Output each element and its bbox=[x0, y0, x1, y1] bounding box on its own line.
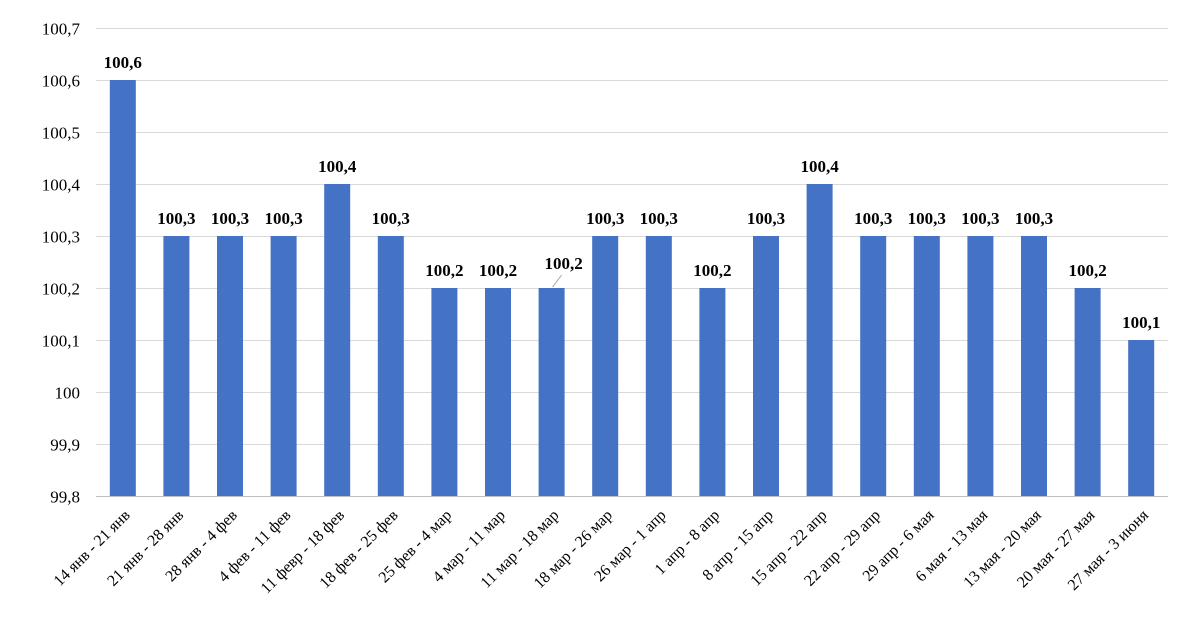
data-label: 100,3 bbox=[854, 209, 892, 228]
y-axis-tick-labels: 99,8 99,9 100 100,1 100,2 100,3 100,4 100,5 100,… bbox=[42, 20, 81, 507]
bar bbox=[217, 236, 243, 496]
bar bbox=[806, 184, 833, 496]
data-label: 100,2 bbox=[693, 261, 731, 280]
bar bbox=[1021, 236, 1047, 496]
data-label: 100,3 bbox=[961, 209, 999, 228]
bar bbox=[109, 80, 136, 496]
data-label: 100,2 bbox=[1068, 261, 1106, 280]
data-label: 100,6 bbox=[104, 53, 142, 72]
data-label-leader-line bbox=[552, 274, 562, 288]
data-label: 100,1 bbox=[1122, 313, 1160, 332]
data-label: 100,3 bbox=[908, 209, 946, 228]
data-label: 100,3 bbox=[264, 209, 302, 228]
data-label: 100,2 bbox=[544, 254, 582, 273]
y-tick-label: 100,2 bbox=[42, 280, 80, 299]
y-tick-label: 100,1 bbox=[42, 332, 80, 351]
data-label: 100,3 bbox=[1015, 209, 1053, 228]
y-tick-label: 99,8 bbox=[50, 488, 80, 507]
bar bbox=[967, 236, 994, 496]
y-tick-label: 100,3 bbox=[42, 228, 80, 247]
data-label: 100,3 bbox=[747, 209, 785, 228]
data-label: 100,3 bbox=[372, 209, 410, 228]
y-tick-label: 100,6 bbox=[42, 72, 80, 91]
bar bbox=[1074, 288, 1101, 496]
bars bbox=[109, 80, 1155, 496]
bar bbox=[431, 288, 458, 496]
bar bbox=[324, 184, 351, 496]
data-label: 100,3 bbox=[157, 209, 195, 228]
bar bbox=[699, 288, 726, 496]
bar bbox=[485, 288, 511, 496]
data-label: 100,3 bbox=[640, 209, 678, 228]
gridlines bbox=[96, 28, 1168, 497]
bar bbox=[538, 288, 565, 496]
bar bbox=[1128, 340, 1155, 496]
bar bbox=[270, 236, 297, 496]
bar bbox=[163, 236, 190, 496]
y-tick-label: 100,5 bbox=[42, 124, 80, 143]
bar bbox=[645, 236, 672, 496]
data-labels: 100,6 100,3 100,3 100,3 100,4 100,3 100,2 100,2… bbox=[104, 53, 1161, 332]
data-label: 100,3 bbox=[586, 209, 624, 228]
bar bbox=[377, 236, 404, 496]
y-tick-label: 100 bbox=[55, 384, 81, 403]
bar bbox=[913, 236, 940, 496]
y-tick-label: 100,7 bbox=[42, 20, 81, 39]
y-tick-label: 99,9 bbox=[50, 436, 80, 455]
data-label: 100,2 bbox=[425, 261, 463, 280]
bar bbox=[860, 236, 887, 496]
data-label: 100,3 bbox=[211, 209, 249, 228]
data-label: 100,4 bbox=[800, 157, 839, 176]
data-label: 100,4 bbox=[318, 157, 357, 176]
bar bbox=[592, 236, 619, 496]
data-label: 100,2 bbox=[479, 261, 517, 280]
y-tick-label: 100,4 bbox=[42, 176, 81, 195]
bar bbox=[753, 236, 779, 496]
